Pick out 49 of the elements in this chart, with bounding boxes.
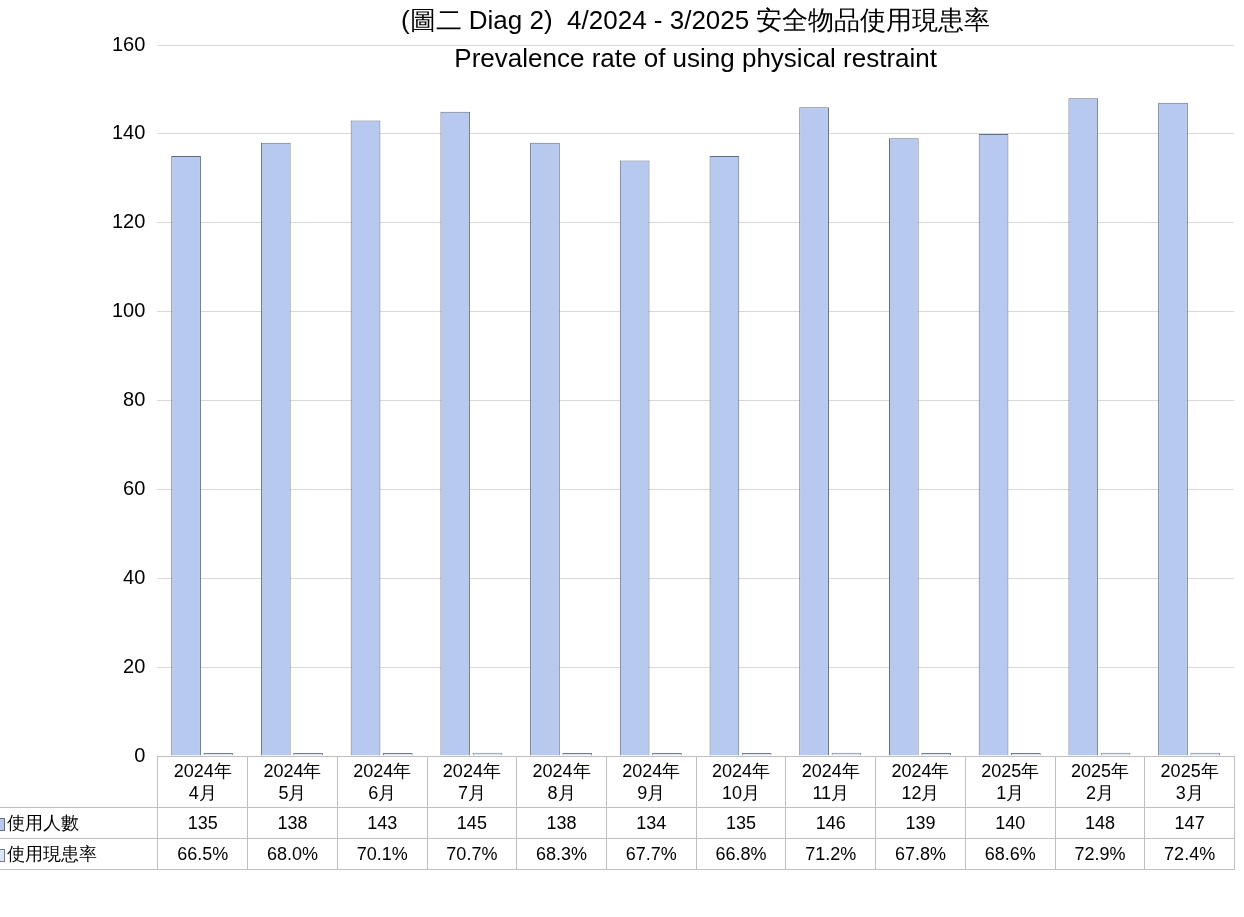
data-label: 68.0% <box>247 838 338 870</box>
legend-label: 使用現患率 <box>0 838 158 870</box>
data-label: 67.8% <box>875 838 966 870</box>
data-label: 68.6% <box>965 838 1056 870</box>
data-label: 139 <box>875 807 966 839</box>
data-label: 138 <box>247 807 338 839</box>
data-label: 146 <box>785 807 876 839</box>
x-tick-label: 2024年9月 <box>621 760 682 804</box>
x-tick-label: 2025年2月 <box>1069 760 1130 804</box>
data-label: 135 <box>696 807 786 839</box>
data-label: 70.1% <box>337 838 428 870</box>
data-label: 67.7% <box>606 838 697 870</box>
x-tick-label: 2024年5月 <box>262 760 323 804</box>
x-tick-label: 2024年12月 <box>890 760 951 804</box>
legend-label: 使用人數 <box>0 807 158 839</box>
data-label: 72.9% <box>1055 838 1145 870</box>
x-tick-label: 2024年6月 <box>352 760 413 804</box>
x-tick-label: 2025年1月 <box>980 760 1041 804</box>
data-label: 72.4% <box>1144 838 1235 870</box>
chart-title: (圖二 Diag 2) 4/2024 - 3/2025 安全物品使用現患率 <box>400 5 991 36</box>
y-tick-label: 100 <box>111 299 146 322</box>
data-label: 135 <box>157 807 248 839</box>
y-tick-label: 160 <box>111 32 146 55</box>
x-tick-label: 2024年11月 <box>800 760 861 804</box>
data-label: 148 <box>1055 807 1145 839</box>
data-label: 66.5% <box>157 838 248 870</box>
chart-subtitle: Prevalence rate of using physical restraint <box>454 43 938 74</box>
x-tick-label: 2025年3月 <box>1159 760 1220 804</box>
data-label: 143 <box>337 807 428 839</box>
x-tick-label: 2024年8月 <box>531 760 592 804</box>
data-label: 70.7% <box>427 838 517 870</box>
data-label: 147 <box>1144 807 1235 839</box>
data-label: 134 <box>606 807 697 839</box>
y-tick-label: 140 <box>111 121 146 144</box>
y-tick-label: 40 <box>123 565 146 588</box>
y-tick-label: 60 <box>123 476 146 499</box>
y-tick-label: 20 <box>123 654 146 677</box>
data-label: 145 <box>427 807 517 839</box>
y-tick-label: 0 <box>134 743 146 766</box>
x-tick-label: 2024年10月 <box>711 760 772 804</box>
y-tick-label: 80 <box>123 388 146 411</box>
y-tick-label: 120 <box>111 210 146 233</box>
data-label: 68.3% <box>516 838 607 870</box>
data-label: 71.2% <box>785 838 876 870</box>
data-label: 66.8% <box>696 838 786 870</box>
x-tick-label: 2024年7月 <box>441 760 502 804</box>
x-tick-label: 2024年4月 <box>172 760 233 804</box>
data-label: 140 <box>965 807 1056 839</box>
data-label: 138 <box>516 807 607 839</box>
